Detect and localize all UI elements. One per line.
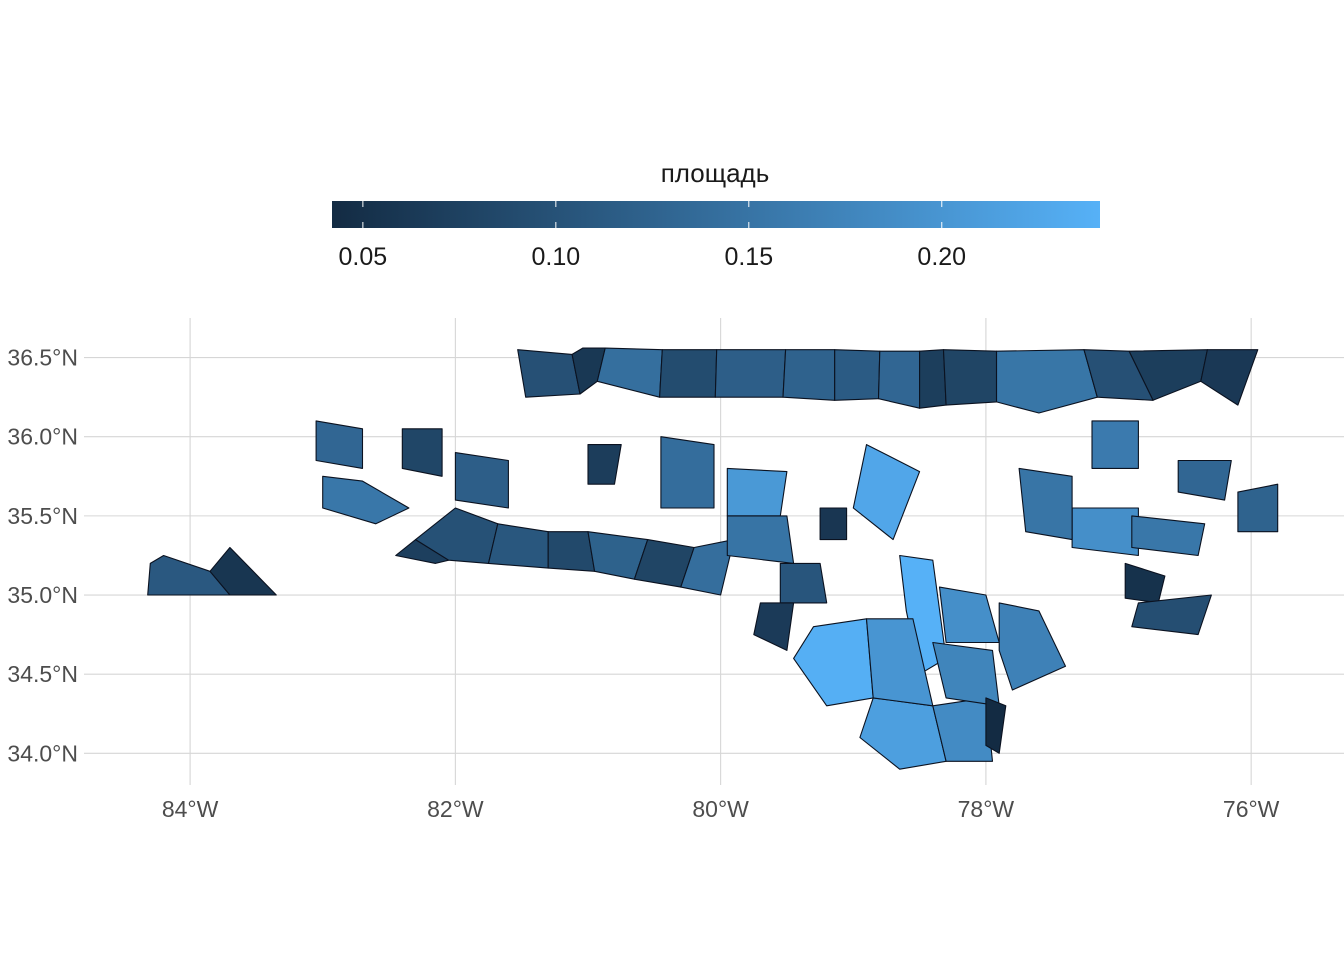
county-c43 (1131, 515, 1206, 557)
county-c21 (547, 531, 596, 572)
county-c26 (660, 436, 715, 509)
county-c49 (315, 420, 364, 469)
legend-ticks: 0.05 0.10 0.15 0.20 (339, 201, 966, 271)
county-c47 (454, 452, 509, 509)
county-c46 (587, 444, 622, 485)
county-c48 (401, 428, 443, 477)
county-c16 (209, 546, 277, 596)
county-c39 (1018, 467, 1073, 541)
county-c20 (487, 523, 549, 569)
county-c27 (852, 444, 921, 541)
county-c11 (834, 349, 881, 401)
legend-tick-label: 0.15 (724, 243, 773, 271)
county-c44 (1131, 594, 1212, 636)
county-c41 (1177, 459, 1232, 501)
axis-labels: 84°W 82°W 80°W 78°W 76°W 34.0°N 34.5°N 35.0°N 35… (7, 345, 1279, 822)
y-tick-label: 35.5°N (7, 503, 78, 529)
legend: площадь 0.05 0.10 0.15 0.20 (332, 158, 1100, 271)
county-c36 (985, 697, 1007, 754)
legend-colorbar (332, 201, 1100, 228)
county-c38 (1124, 562, 1166, 604)
county-c33 (932, 641, 1000, 707)
county-c19 (415, 507, 499, 564)
x-tick-label: 84°W (162, 796, 219, 822)
county-c50 (819, 507, 848, 541)
county-c52 (753, 602, 795, 651)
legend-title: площадь (661, 158, 770, 188)
county-c06 (1083, 349, 1154, 401)
county-c17 (322, 475, 410, 525)
county-c10 (782, 349, 836, 401)
x-tick-label: 78°W (958, 796, 1015, 822)
county-c09 (714, 349, 787, 398)
county-c05 (995, 349, 1098, 414)
county-c03 (596, 347, 663, 398)
legend-tick-label: 0.10 (532, 243, 581, 271)
y-tick-label: 34.0°N (7, 740, 78, 766)
y-tick-label: 36.5°N (7, 345, 78, 371)
county-c35 (998, 602, 1067, 691)
county-c01 (517, 349, 581, 398)
county-c32 (865, 618, 934, 707)
county-c08 (659, 349, 718, 398)
x-tick-label: 80°W (692, 796, 749, 822)
legend-tick-label: 0.20 (917, 243, 966, 271)
x-tick-label: 82°W (427, 796, 484, 822)
y-tick-label: 35.0°N (7, 582, 78, 608)
county-c12 (877, 350, 921, 409)
county-c29 (793, 618, 874, 707)
county-c25 (726, 467, 788, 517)
county-c15 (147, 554, 231, 596)
county-c40 (1091, 420, 1139, 469)
county-c45 (726, 515, 795, 564)
y-tick-label: 36.0°N (7, 424, 78, 450)
county-c07 (1200, 349, 1259, 406)
county-layer (147, 347, 1279, 770)
county-c51 (779, 562, 828, 604)
legend-tick-label: 0.05 (339, 243, 388, 271)
county-c14 (942, 349, 998, 406)
county-c42 (1237, 483, 1279, 533)
x-tick-label: 76°W (1223, 796, 1280, 822)
y-tick-label: 34.5°N (7, 661, 78, 687)
county-c13 (919, 349, 947, 409)
county-c37 (1071, 507, 1139, 557)
